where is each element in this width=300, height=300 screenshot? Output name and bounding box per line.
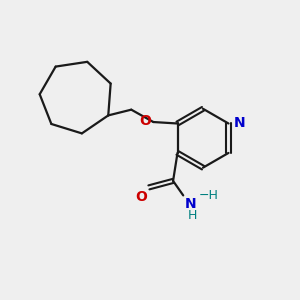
Text: H: H (188, 208, 197, 222)
Text: N: N (234, 116, 245, 130)
Text: O: O (136, 190, 147, 204)
Text: −H: −H (199, 189, 218, 202)
Text: O: O (139, 114, 151, 128)
Text: N: N (185, 197, 196, 211)
